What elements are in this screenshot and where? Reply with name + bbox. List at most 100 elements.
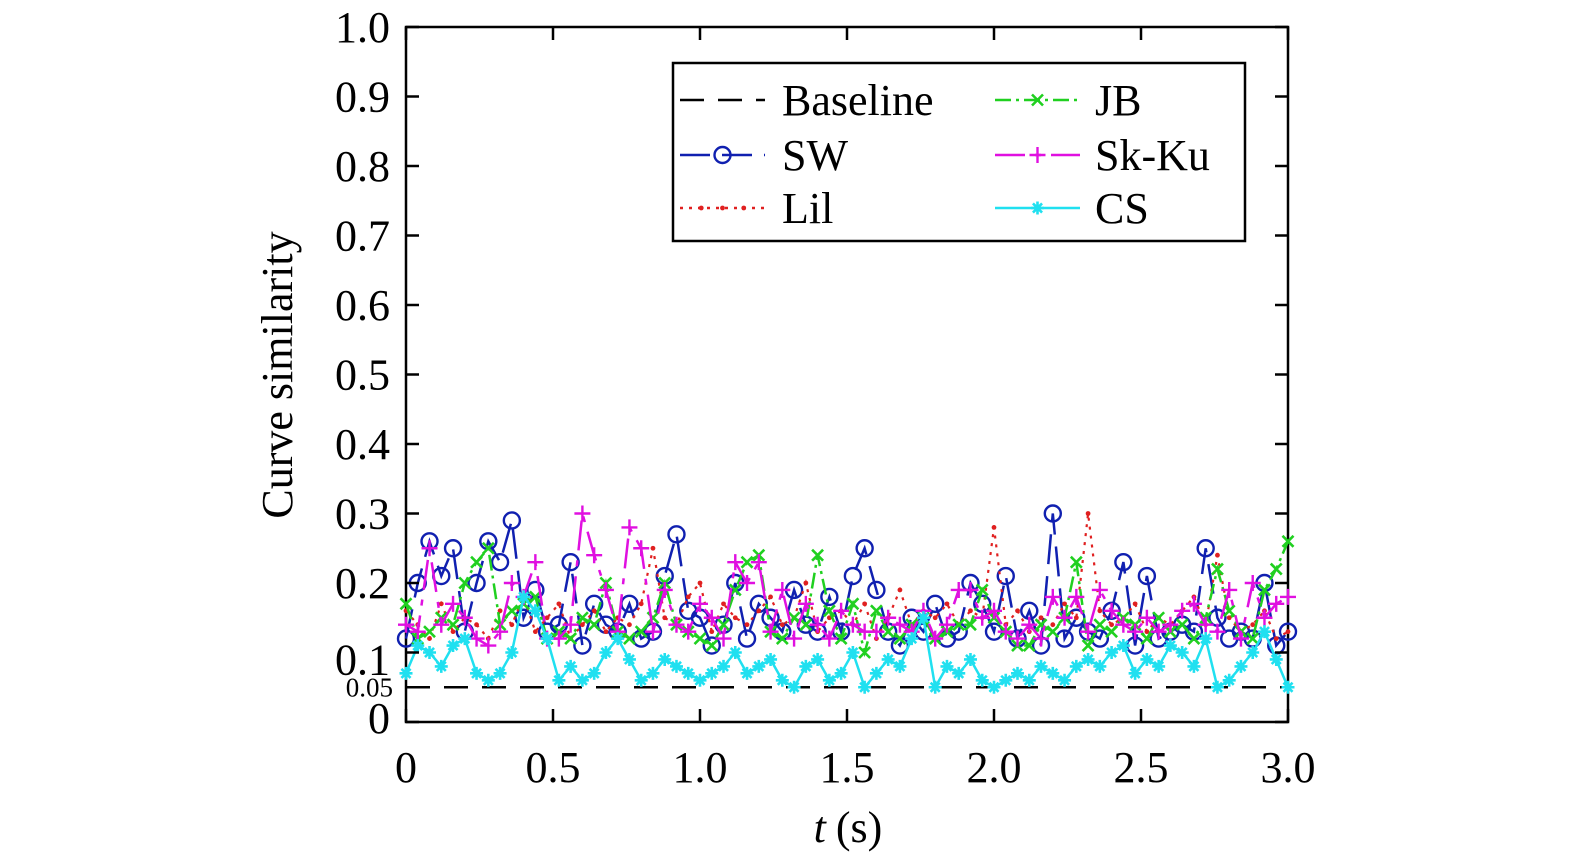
data-point — [1085, 511, 1091, 516]
data-point — [926, 594, 945, 614]
series-layer — [396, 504, 1298, 694]
data-point — [999, 673, 1013, 687]
data-point — [1281, 534, 1295, 548]
data-point — [987, 680, 1001, 694]
data-point — [846, 597, 860, 611]
data-point — [1269, 562, 1283, 576]
data-point — [586, 547, 603, 564]
data-point — [964, 618, 977, 632]
data-point — [1278, 622, 1298, 641]
data-point — [540, 632, 554, 646]
data-point — [587, 666, 601, 680]
data-point — [858, 646, 872, 659]
data-point — [1138, 609, 1155, 626]
data-point — [458, 632, 472, 646]
legend-marker — [741, 205, 747, 211]
data-point — [623, 632, 636, 646]
data-point — [1226, 615, 1232, 621]
legend-label: CS — [1095, 184, 1149, 233]
data-point — [779, 622, 785, 628]
series-line — [404, 594, 1290, 691]
data-point — [740, 666, 754, 680]
data-point — [1097, 608, 1103, 614]
data-point — [1285, 629, 1291, 635]
data-point — [709, 629, 715, 635]
data-point — [562, 616, 579, 633]
data-point — [693, 673, 707, 687]
data-point — [938, 616, 955, 633]
y-tick-label: 0 — [368, 694, 390, 743]
data-point — [658, 652, 672, 666]
data-point — [1234, 659, 1248, 673]
legend-item-jb: JB — [995, 76, 1141, 125]
data-point — [1011, 666, 1025, 680]
data-point — [1114, 552, 1133, 572]
data-point — [1022, 673, 1036, 687]
data-point — [821, 630, 838, 647]
data-point — [580, 622, 585, 628]
data-point — [968, 608, 973, 614]
y-tick-label: 1.0 — [335, 3, 390, 52]
data-point — [1115, 616, 1132, 633]
data-point — [703, 609, 720, 626]
data-point — [1062, 601, 1067, 607]
legend-label: Baseline — [782, 76, 934, 125]
data-point — [1246, 632, 1260, 646]
data-point — [881, 625, 895, 639]
data-point — [1187, 659, 1201, 673]
data-point — [1273, 636, 1279, 641]
data-point — [1050, 622, 1056, 628]
y-tick-label: 0.7 — [335, 212, 390, 261]
data-point — [768, 594, 773, 600]
data-point — [446, 618, 460, 632]
data-point — [775, 673, 789, 687]
data-point — [1209, 623, 1226, 640]
y-tick-label: 0.9 — [335, 73, 390, 122]
data-point — [799, 618, 813, 632]
data-point — [944, 601, 950, 607]
data-point — [1091, 581, 1108, 598]
data-point — [467, 573, 486, 593]
legend-item-cs: CS — [995, 184, 1149, 233]
y-tick-label: 0.1 — [335, 636, 390, 685]
data-point — [897, 587, 903, 593]
data-point — [916, 611, 930, 625]
legend-label: JB — [1095, 76, 1141, 125]
data-point — [834, 632, 848, 646]
data-point — [680, 623, 697, 640]
legend-marker — [1031, 201, 1044, 215]
data-point — [481, 541, 495, 555]
data-point — [756, 608, 762, 614]
data-point — [668, 616, 685, 633]
data-point — [644, 623, 661, 640]
data-point — [587, 618, 601, 632]
y-tick-label: 0.05 — [346, 672, 393, 702]
data-point — [1222, 673, 1236, 687]
data-point — [1269, 652, 1283, 666]
data-point — [1116, 639, 1130, 653]
data-point — [974, 609, 991, 626]
data-point — [834, 666, 848, 680]
data-point — [627, 622, 632, 628]
data-point — [1056, 609, 1073, 626]
data-point — [1073, 615, 1079, 621]
data-point — [1199, 632, 1213, 646]
data-point — [717, 618, 730, 632]
data-point — [693, 632, 707, 646]
data-point — [1046, 666, 1060, 680]
data-point — [1069, 659, 1083, 673]
data-point — [1175, 618, 1189, 632]
data-point — [503, 575, 520, 591]
data-point — [667, 525, 686, 544]
data-point — [991, 525, 997, 530]
data-point — [638, 601, 644, 607]
data-point — [697, 580, 703, 586]
data-point — [1009, 630, 1026, 647]
data-point — [1105, 625, 1119, 639]
data-point — [963, 652, 977, 666]
data-point — [1232, 630, 1249, 647]
data-point — [527, 554, 544, 571]
data-point — [1093, 659, 1107, 673]
data-point — [1256, 609, 1273, 626]
